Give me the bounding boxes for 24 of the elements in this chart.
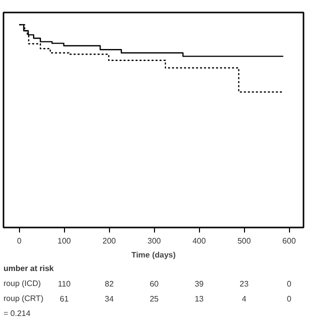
x-tick-label: 300: [148, 236, 162, 246]
text: 61: [60, 294, 70, 304]
text: 23: [240, 280, 250, 288]
text: 0: [286, 294, 292, 304]
text: 25: [150, 294, 160, 304]
text: 82: [104, 280, 114, 288]
text: roup (ICD): [4, 279, 42, 288]
text: umber at risk: [4, 264, 54, 273]
text: 60: [150, 280, 160, 288]
text: 13: [194, 294, 204, 304]
text: roup (CRT): [4, 294, 44, 303]
x-tick-label: 500: [237, 236, 252, 246]
x-tick-label: 100: [58, 236, 72, 246]
x-tick-label: 600: [282, 236, 296, 246]
text: 110: [58, 280, 72, 288]
text: 34: [104, 294, 114, 304]
x-tick-label: 200: [102, 236, 116, 246]
text: 0: [286, 280, 292, 288]
text: 4: [242, 294, 247, 304]
x-tick-label: 400: [192, 236, 206, 246]
text: = 0.214: [4, 309, 31, 318]
x-tick-label: 0: [17, 236, 22, 246]
text: 39: [194, 280, 204, 288]
x-axis-title: Time (days): [131, 250, 176, 260]
